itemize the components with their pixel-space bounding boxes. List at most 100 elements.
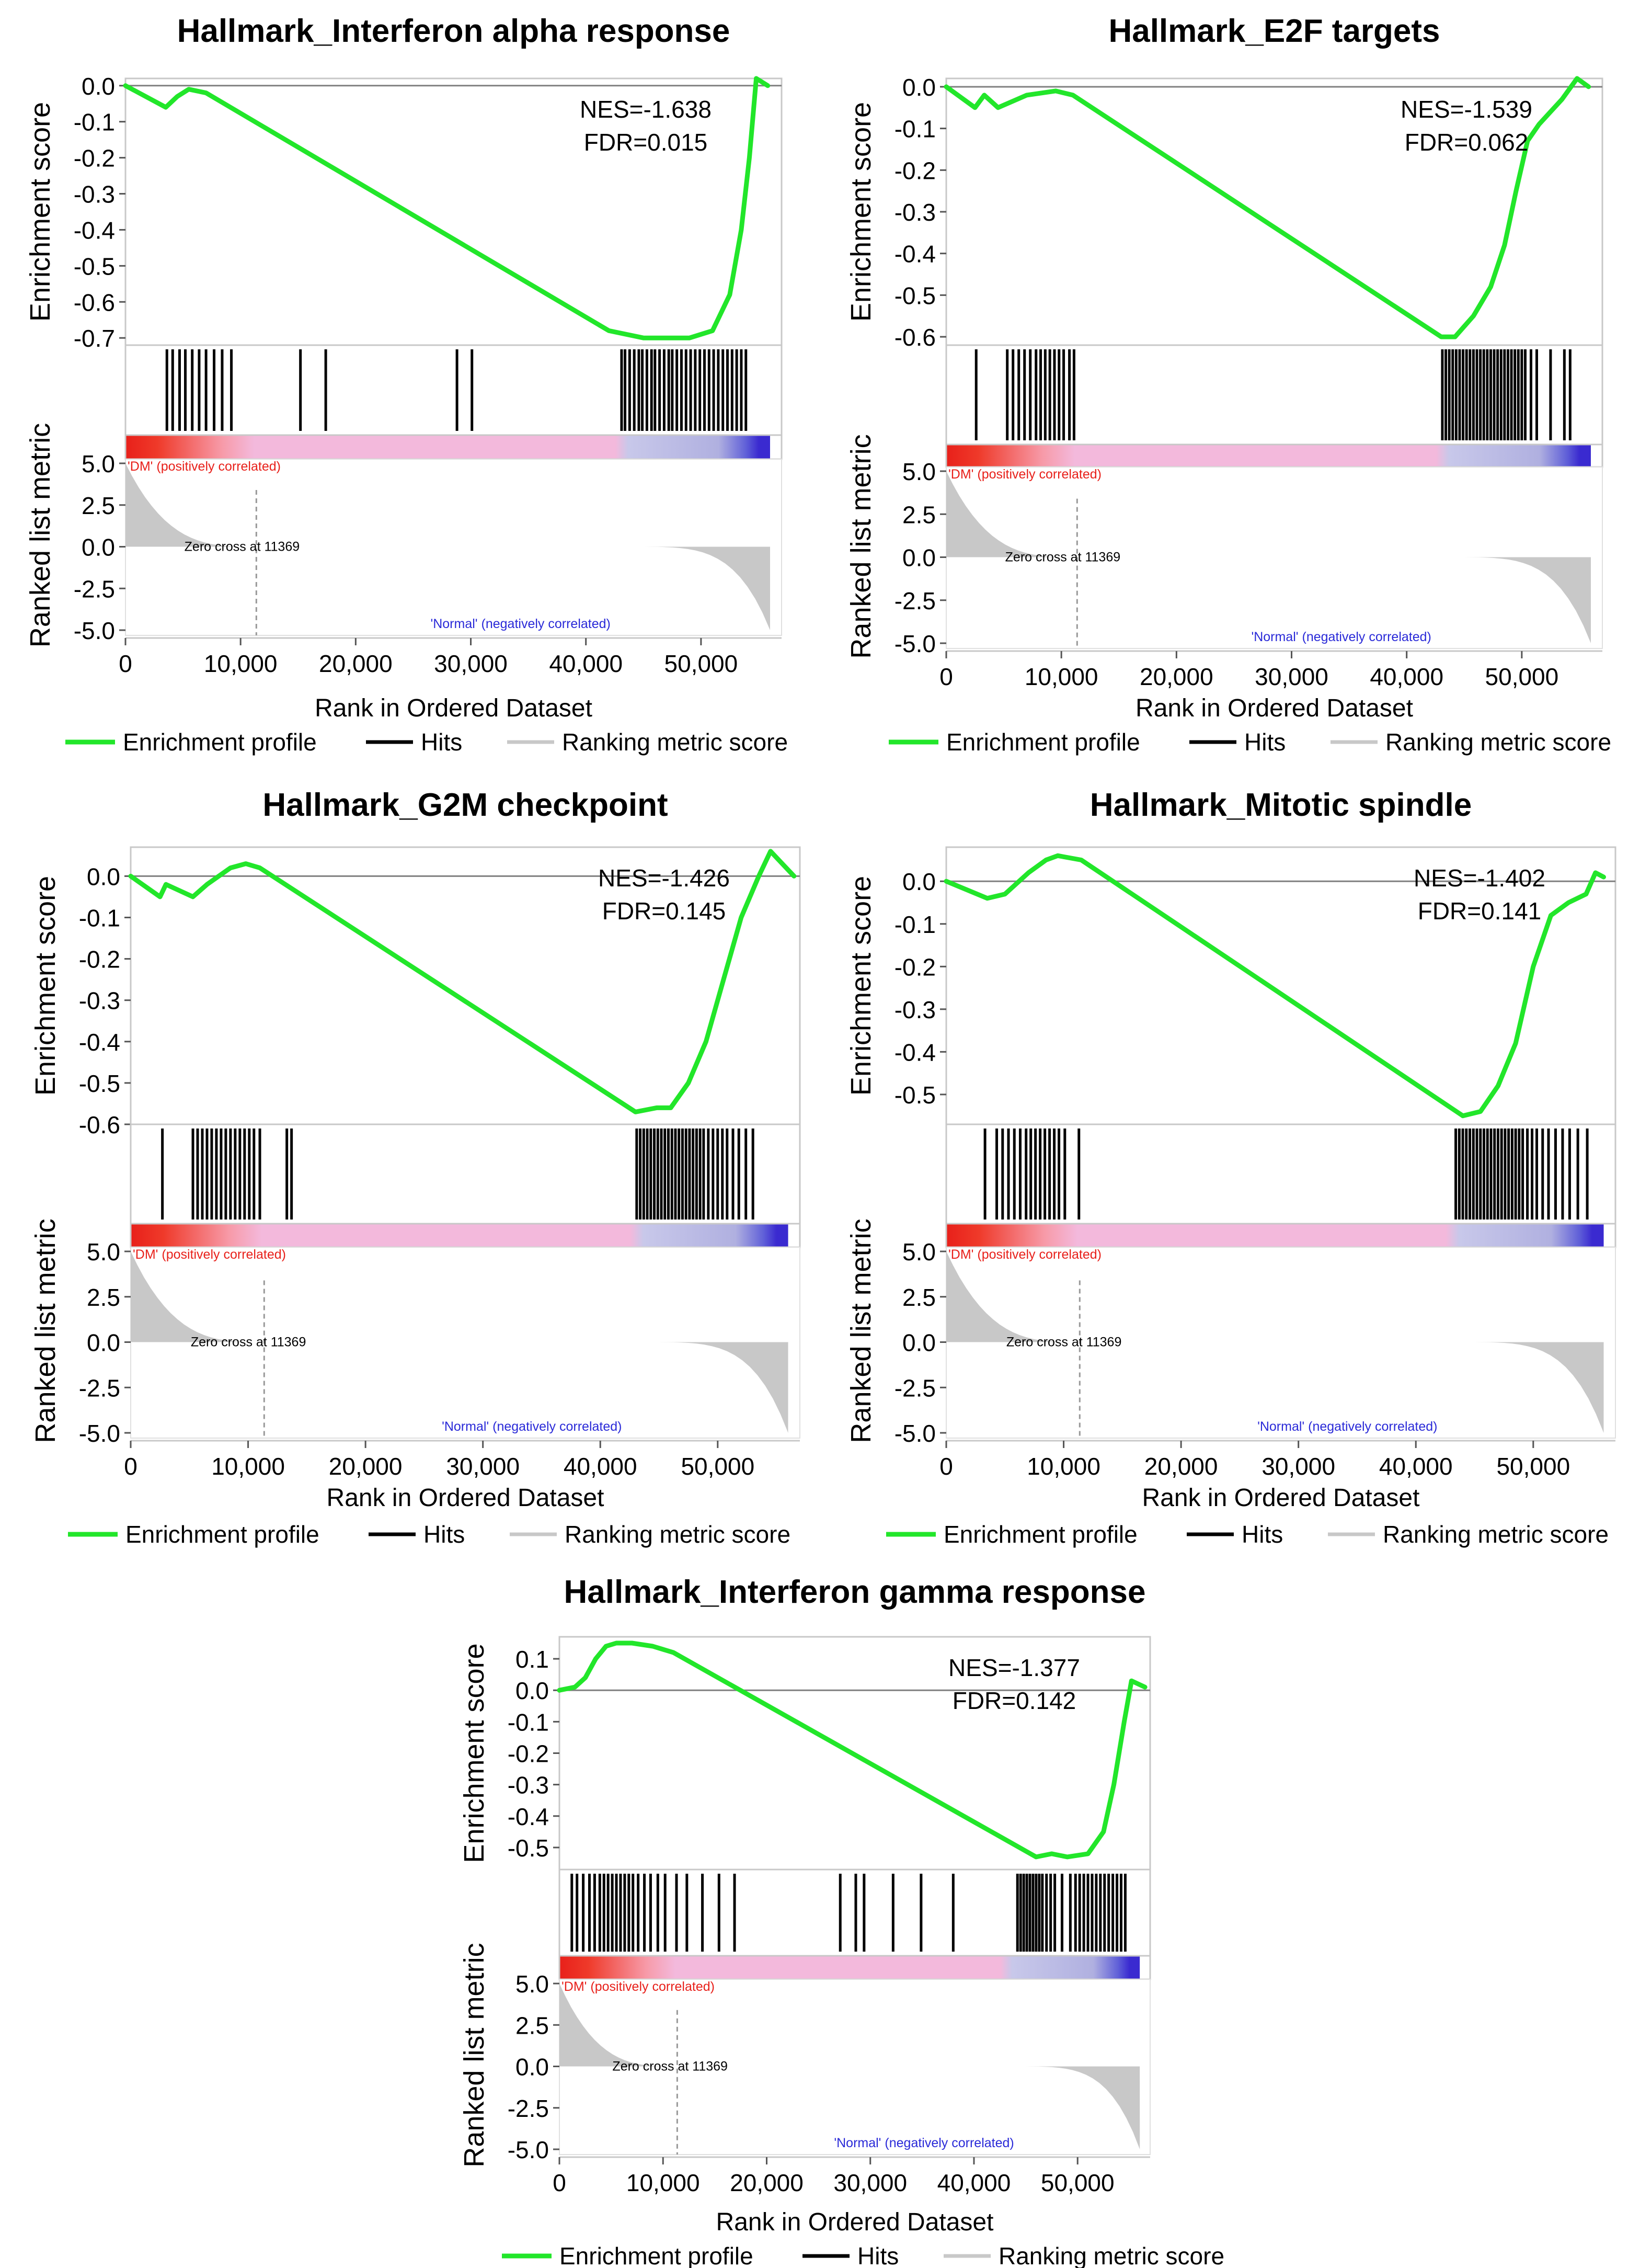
metric-axis-title: Ranked list metric: [25, 423, 56, 647]
es-tick-label: 0.0: [87, 863, 120, 890]
negative-label: 'Normal' (negatively correlated): [834, 2136, 1014, 2150]
es-axis-title: Enrichment score: [30, 876, 61, 1096]
metric-tick-label: -5.0: [894, 630, 936, 657]
legend-metric-label: Ranking metric score: [999, 2242, 1224, 2268]
legend: Enrichment profile Hits Ranking metric sco…: [889, 728, 1611, 756]
es-tick-label: -0.5: [894, 1081, 936, 1109]
legend-metric-label: Ranking metric score: [1383, 1521, 1609, 1548]
metric-tick-label: -5.0: [894, 1420, 936, 1447]
es-tick-label: -0.5: [894, 282, 936, 309]
chart-title: Hallmark_Mitotic spindle: [1090, 787, 1472, 823]
legend: Enrichment profile Hits Ranking metric sco…: [68, 1521, 790, 1548]
x-tick-label: 50,000: [1041, 2169, 1115, 2196]
legend-profile-label: Enrichment profile: [559, 2242, 753, 2268]
es-axis-title: Enrichment score: [845, 876, 877, 1096]
x-tick-label: 10,000: [211, 1453, 285, 1480]
metric-axis-title: Ranked list metric: [845, 434, 877, 658]
metric-tick-label: -2.5: [508, 2095, 549, 2122]
metric-tick-label: 5.0: [87, 1238, 120, 1266]
x-tick-label: 30,000: [1255, 663, 1328, 690]
x-tick-label: 10,000: [1025, 663, 1098, 690]
metric-axis-title: Ranked list metric: [30, 1218, 61, 1443]
es-tick-label: -0.1: [79, 904, 120, 931]
es-tick-label: 0.1: [515, 1646, 549, 1673]
zero-cross-label: Zero cross at 11369: [1006, 1335, 1121, 1350]
x-tick-label: 40,000: [1370, 663, 1443, 690]
es-tick-label: -0.1: [894, 911, 936, 938]
x-tick-label: 50,000: [664, 650, 738, 677]
metric-tick-label: 0.0: [902, 1329, 936, 1357]
es-tick-label: -0.3: [508, 1772, 549, 1799]
fdr-label: FDR=0.141: [1418, 897, 1542, 925]
fdr-label: FDR=0.062: [1405, 129, 1529, 156]
metric-tick-label: 2.5: [902, 501, 936, 528]
zero-cross-label: Zero cross at 11369: [612, 2059, 727, 2074]
ranked-color-bar: [946, 1224, 1604, 1247]
metric-tick-label: 5.0: [902, 458, 936, 485]
ranked-color-bar: [946, 445, 1591, 467]
es-tick-label: -0.2: [79, 946, 120, 973]
es-tick-label: -0.4: [74, 216, 115, 244]
x-tick-label: 0: [939, 1453, 953, 1480]
x-tick-label: 20,000: [319, 650, 393, 677]
legend-metric-label: Ranking metric score: [1385, 728, 1611, 756]
es-tick-label: -0.4: [508, 1803, 549, 1830]
es-tick-label: -0.3: [894, 996, 936, 1023]
es-tick-label: 0.0: [902, 74, 936, 101]
positive-label: 'DM' (positively correlated): [561, 1979, 715, 1994]
x-tick-label: 10,000: [204, 650, 278, 677]
x-tick-label: 0: [553, 2169, 566, 2196]
es-axis-title: Enrichment score: [458, 1643, 490, 1863]
x-axis-title: Rank in Ordered Dataset: [1142, 1484, 1420, 1512]
legend-profile-label: Enrichment profile: [946, 728, 1140, 756]
metric-tick-label: 2.5: [82, 492, 115, 519]
es-tick-label: -0.5: [508, 1834, 549, 1862]
x-tick-label: 10,000: [626, 2169, 700, 2196]
positive-label: 'DM' (positively correlated): [948, 1247, 1102, 1262]
x-axis-title: Rank in Ordered Dataset: [1136, 694, 1413, 722]
x-axis-title: Rank in Ordered Dataset: [716, 2208, 994, 2236]
x-tick-label: 30,000: [446, 1453, 520, 1480]
es-tick-label: -0.1: [508, 1708, 549, 1736]
x-tick-label: 10,000: [1027, 1453, 1100, 1480]
nes-label: NES=-1.377: [948, 1654, 1080, 1681]
zero-cross-label: Zero cross at 11369: [191, 1335, 306, 1350]
legend-hits-label: Hits: [423, 1521, 465, 1548]
x-tick-label: 40,000: [549, 650, 623, 677]
negative-label: 'Normal' (negatively correlated): [1257, 1419, 1437, 1434]
es-tick-label: -0.6: [79, 1111, 120, 1138]
metric-tick-label: -2.5: [79, 1374, 120, 1401]
es-tick-label: -0.2: [508, 1740, 549, 1768]
es-tick-label: 0.0: [902, 868, 936, 895]
metric-axis-title: Ranked list metric: [458, 1943, 490, 2167]
metric-tick-label: 0.0: [82, 534, 115, 561]
fdr-label: FDR=0.142: [953, 1687, 1076, 1714]
legend-profile-label: Enrichment profile: [944, 1521, 1138, 1548]
fdr-label: FDR=0.145: [602, 897, 726, 925]
metric-axis-title: Ranked list metric: [845, 1218, 877, 1443]
es-tick-label: -0.2: [894, 157, 936, 184]
chart-title: Hallmark_E2F targets: [1108, 13, 1440, 49]
zero-cross-label: Zero cross at 11369: [185, 540, 300, 554]
legend-profile-label: Enrichment profile: [125, 1521, 319, 1548]
ranked-color-bar: [125, 435, 770, 459]
es-axis-title: Enrichment score: [845, 102, 877, 322]
x-tick-label: 50,000: [1496, 1453, 1570, 1480]
metric-tick-label: 2.5: [87, 1284, 120, 1311]
es-tick-label: -0.4: [894, 241, 936, 268]
gsea-panel-4: Hallmark_Mitotic spindle 0.0 -0.1 -0.2 -0.3 -…: [845, 787, 1615, 1548]
metric-tick-label: -2.5: [894, 587, 936, 614]
negative-label: 'Normal' (negatively correlated): [442, 1419, 622, 1434]
legend-metric-label: Ranking metric score: [565, 1521, 790, 1548]
x-axis-title: Rank in Ordered Dataset: [327, 1484, 604, 1512]
fdr-label: FDR=0.015: [584, 129, 708, 156]
legend: Enrichment profile Hits Ranking metric sco…: [502, 2242, 1224, 2268]
es-tick-label: -0.2: [894, 953, 936, 981]
x-tick-label: 30,000: [833, 2169, 907, 2196]
x-tick-label: 0: [119, 650, 132, 677]
es-tick-label: -0.4: [894, 1039, 936, 1066]
es-tick-label: -0.3: [74, 181, 115, 208]
legend-profile-label: Enrichment profile: [123, 728, 317, 756]
es-tick-label: -0.2: [74, 145, 115, 172]
chart-title: Hallmark_Interferon gamma response: [564, 1574, 1146, 1610]
